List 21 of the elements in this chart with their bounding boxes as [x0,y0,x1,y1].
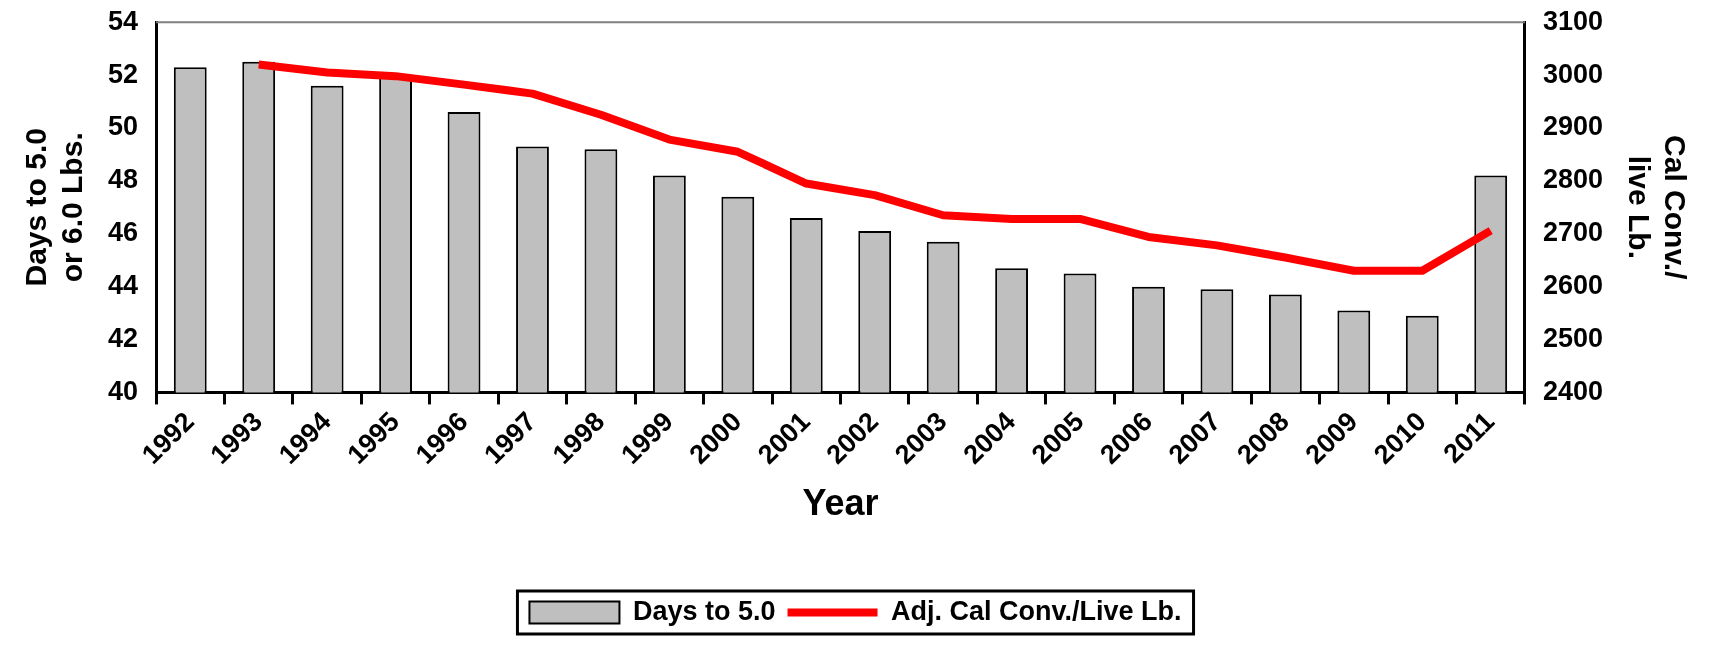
x-axis-title: Year [802,482,879,524]
y-tick-label: 52 [107,58,139,89]
y-tick-label: 54 [107,5,139,36]
legend-label: Days to 5.0 [632,595,776,626]
y-axis-title: Days to 5.0 or 6.0 Lbs. [19,128,89,287]
y2-tick-label: 2500 [1542,322,1604,353]
y-tick-label: 46 [107,217,139,248]
y2-tick-label: 3100 [1542,5,1604,36]
y-tick-label: 40 [107,375,139,406]
y2-tick-label: 2600 [1542,270,1604,301]
y-tick-label: 48 [107,164,139,195]
y-tick-label: 44 [107,270,139,301]
y2-axis-title: Cal Conv./ live Lb. [1622,135,1692,281]
y-tick-label: 50 [107,111,139,142]
y-tick-label: 42 [107,322,139,353]
y2-tick-label: 2400 [1542,375,1604,406]
y2-tick-label: 3000 [1542,58,1604,89]
y2-tick-label: 2700 [1542,217,1604,248]
y2-tick-label: 2800 [1542,164,1604,195]
legend-label: Adj. Cal Conv./Live Lb. [891,595,1182,626]
y2-tick-label: 2900 [1542,111,1604,142]
